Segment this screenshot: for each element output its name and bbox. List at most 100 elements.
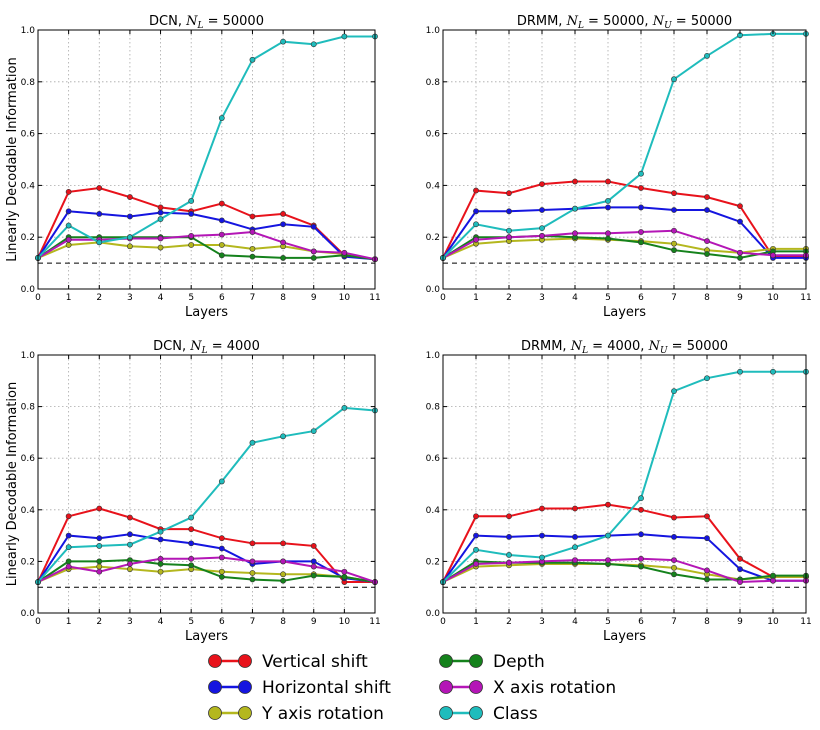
series-line [442,180,806,259]
data-point [473,208,479,215]
data-point [249,253,256,260]
data-point [605,557,611,564]
data-point [341,568,348,575]
series-line [37,533,376,583]
data-point [280,221,286,228]
legend-marker-left [439,706,453,720]
plot-frame [37,354,376,614]
data-point [671,388,677,395]
y-tick-label: 0.0 [426,285,441,295]
x-tick-label: 1 [473,293,479,303]
series-x-axis-rotation [440,555,809,585]
charts-area: 0 1 2 3 4 5 6 7 8 9 10 110.00.20.40.60.81.0LayersLi… [5,14,812,644]
data-point [218,568,225,575]
data-point [671,240,677,247]
data-point [737,579,743,585]
x-tick-label: 0 [440,293,446,303]
data-point [737,249,743,256]
data-point [638,239,644,246]
data-point [671,190,677,197]
legend-item-class: Class [439,704,538,724]
data-point [218,217,225,224]
y-tick-label: 0.0 [21,285,36,295]
data-point [96,535,103,542]
data-point [506,559,512,566]
y-tick-label: 0.6 [426,454,441,464]
data-point [218,252,225,259]
x-tick-label: 3 [539,293,545,303]
data-point [188,526,195,533]
x-axis-label: Layers [603,305,646,320]
x-tick-label: 11 [369,617,380,627]
data-point [96,239,103,246]
x-tick-label: 1 [66,293,72,303]
data-point [249,213,256,220]
x-tick-label: 5 [188,293,194,303]
data-point [737,555,743,562]
x-tick-label: 5 [605,617,611,627]
x-tick-label: 10 [767,617,779,627]
data-point [506,234,512,241]
legend-marker-right [238,706,252,720]
data-point [671,533,677,540]
x-tick-label: 9 [311,617,317,627]
data-point [671,571,677,578]
data-point [506,208,512,215]
data-point [218,115,225,121]
legend-marker-right [238,680,252,694]
series-vertical-shift [35,185,378,263]
data-point [605,204,611,211]
y-tick-label: 1.0 [21,26,36,36]
data-point [638,555,644,562]
data-point [572,230,578,237]
series-y-axis-rotation [35,239,378,263]
x-tick-label: 9 [737,293,743,303]
series-line [37,507,375,583]
data-point [310,223,317,230]
data-point [671,514,677,521]
data-point [280,571,286,578]
x-axis-label: Layers [603,629,646,644]
data-point [310,558,317,565]
data-point [473,221,479,228]
series-class [35,404,378,585]
data-point [704,207,710,213]
data-point [638,170,644,177]
data-point [704,194,710,200]
x-tick-label: 3 [127,293,133,303]
chart-title: DCN, NL = 50000 [149,14,264,31]
data-point [157,209,164,216]
x-tick-label: 6 [219,617,225,627]
legend-marker-left [439,680,453,694]
data-point [506,552,512,558]
data-point [157,568,164,575]
x-tick-label: 0 [35,293,41,303]
data-point [157,204,164,211]
data-point [770,572,776,579]
x-tick-label: 7 [250,617,256,627]
x-tick-label: 8 [704,293,710,303]
data-point [473,532,479,539]
data-point [65,513,72,520]
legend-label: Depth [493,652,545,672]
series-line [37,406,376,583]
data-point [506,190,512,197]
series-x-axis-rotation [35,554,378,585]
data-point [310,428,317,435]
data-point [605,235,611,242]
data-point [157,528,164,535]
data-point [539,181,545,188]
legend: Vertical shift Horizontal shift Y axis rot… [208,652,616,724]
data-point [572,544,578,551]
data-point [572,505,578,512]
data-point [96,563,103,570]
series-line [442,32,806,259]
data-point [539,554,545,561]
data-point [280,558,286,565]
data-point [572,533,578,540]
y-tick-label: 0.0 [21,609,36,619]
data-point [218,545,225,552]
data-point [96,185,103,191]
x-tick-label: 8 [280,293,286,303]
